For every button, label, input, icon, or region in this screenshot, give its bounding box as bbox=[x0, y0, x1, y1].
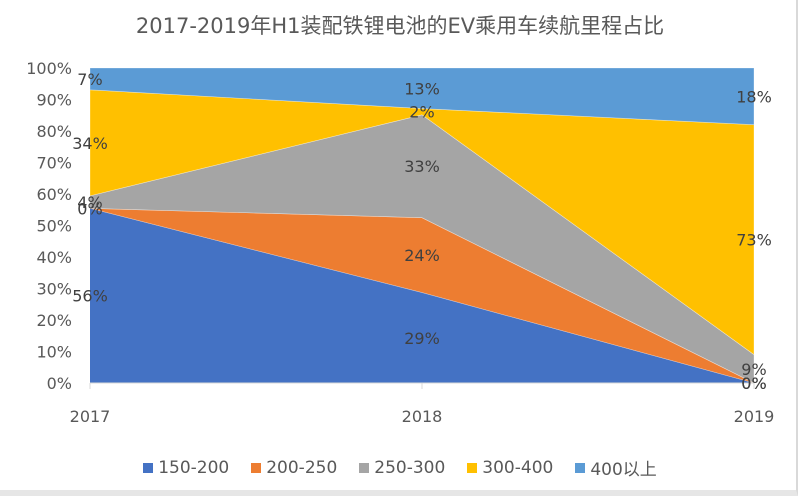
legend-item: 400以上 bbox=[575, 455, 657, 480]
legend-swatch bbox=[467, 462, 478, 473]
legend-label: 200-250 bbox=[266, 457, 338, 478]
data-label: 73% bbox=[736, 231, 772, 250]
data-label: 29% bbox=[404, 329, 440, 348]
legend-item: 200-250 bbox=[251, 455, 337, 480]
y-tick-label: 40% bbox=[36, 248, 72, 267]
legend-swatch bbox=[575, 462, 586, 473]
y-tick-label: 0% bbox=[47, 374, 72, 393]
legend-swatch bbox=[143, 462, 154, 473]
data-label: 18% bbox=[736, 87, 772, 106]
chart-title: 2017-2019年H1装配铁锂电池的EV乘用车续航里程占比 bbox=[135, 14, 665, 38]
legend-label: 250-300 bbox=[374, 457, 446, 478]
data-label: 24% bbox=[404, 246, 440, 265]
y-tick-label: 60% bbox=[36, 185, 72, 204]
y-tick-label: 80% bbox=[36, 122, 72, 141]
data-label: 13% bbox=[404, 79, 440, 98]
legend-item: 300-400 bbox=[467, 455, 553, 480]
data-label: 34% bbox=[72, 134, 108, 153]
y-tick-label: 50% bbox=[36, 217, 72, 236]
x-tick-label: 2017 bbox=[70, 407, 111, 426]
x-tick-label: 2018 bbox=[402, 407, 443, 426]
y-tick-label: 90% bbox=[36, 91, 72, 110]
data-label: 56% bbox=[72, 287, 108, 306]
y-tick-label: 100% bbox=[26, 59, 72, 78]
data-label: 4% bbox=[77, 193, 102, 212]
legend-swatch bbox=[251, 462, 262, 473]
legend-label: 400以上 bbox=[590, 460, 657, 480]
chart-legend: 150-200 200-250 250-300 300-400 400以上 bbox=[0, 455, 800, 480]
y-tick-label: 20% bbox=[36, 311, 72, 330]
y-tick-label: 30% bbox=[36, 280, 72, 299]
data-label: 9% bbox=[741, 360, 766, 379]
legend-item: 250-300 bbox=[359, 455, 445, 480]
legend-label: 150-200 bbox=[158, 457, 230, 478]
area-150-200 bbox=[90, 208, 754, 383]
data-label: 0% bbox=[741, 374, 766, 393]
data-label: 33% bbox=[404, 157, 440, 176]
x-tick-label: 2019 bbox=[734, 407, 775, 426]
y-tick-label: 10% bbox=[36, 343, 72, 362]
area-400- bbox=[89, 67, 755, 126]
y-tick-label: 70% bbox=[36, 154, 72, 173]
legend-swatch bbox=[359, 462, 370, 473]
data-label: 7% bbox=[77, 70, 102, 89]
legend-label: 300-400 bbox=[482, 457, 554, 478]
legend-item: 150-200 bbox=[143, 455, 229, 480]
data-label: 0% bbox=[77, 199, 102, 218]
data-label: 0% bbox=[741, 374, 766, 393]
data-label: 2% bbox=[409, 103, 434, 122]
